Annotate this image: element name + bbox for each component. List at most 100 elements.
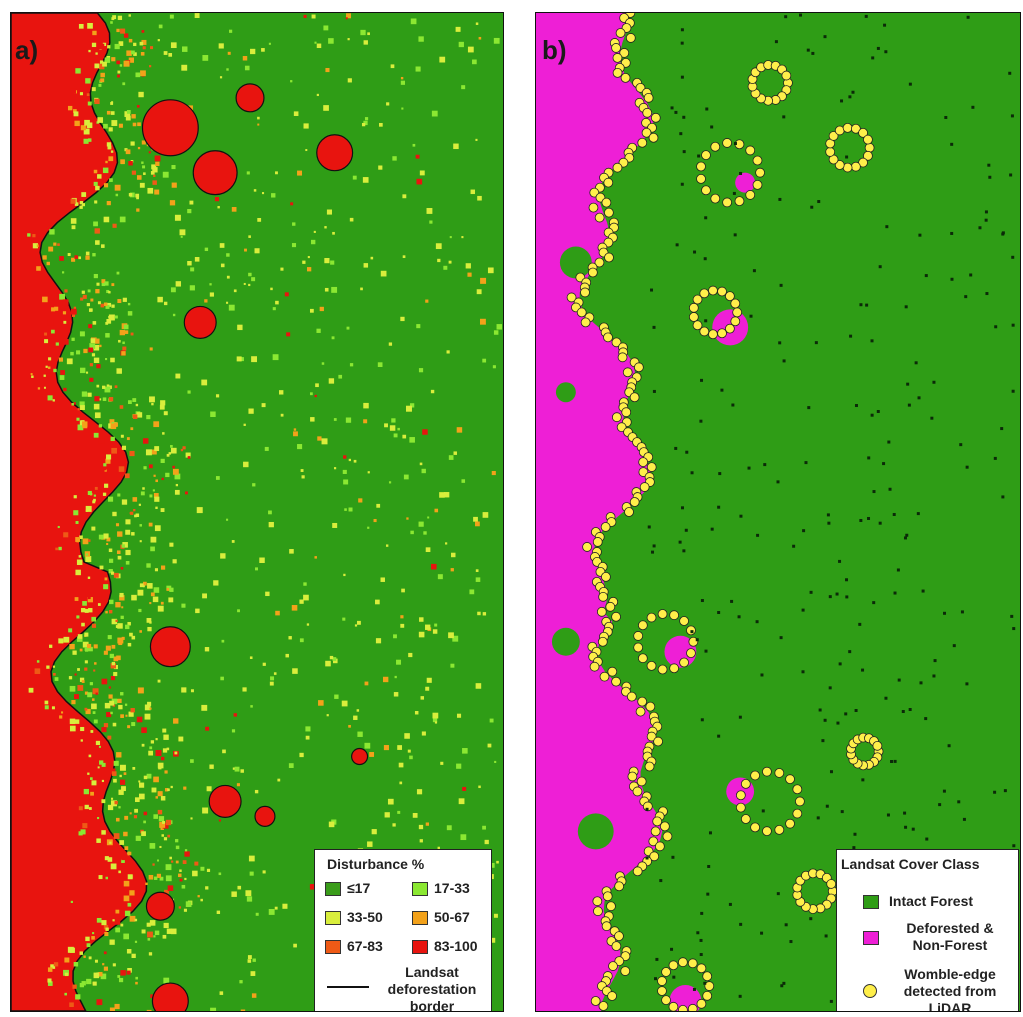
- womble-edge-point: [696, 963, 707, 974]
- womble-edge-point: [612, 53, 623, 63]
- womble-edge-point: [781, 70, 792, 81]
- womble-edge-point: [661, 967, 671, 977]
- womble-label-line1: Womble-edge: [904, 966, 996, 982]
- womble-edge-point: [774, 824, 785, 835]
- womble-edge-point: [627, 771, 638, 782]
- womble-edge-point: [645, 701, 656, 712]
- womble-edge-point: [612, 162, 623, 173]
- womble-edge-point: [597, 636, 608, 647]
- womble-edge-point: [605, 601, 616, 612]
- womble-edge-point: [619, 48, 630, 58]
- disturbance-patch: [149, 626, 191, 668]
- womble-edge-point: [582, 542, 592, 552]
- womble-edge-point: [858, 157, 868, 168]
- womble-edge-point: [688, 636, 699, 647]
- womble-edge-point: [688, 312, 699, 322]
- womble-edge-point: [614, 931, 624, 942]
- map-panel-b: b) Landsat Cover Class Intact Forest Def…: [535, 12, 1021, 1012]
- womble-edge-point: [611, 941, 622, 952]
- womble-edge-point: [795, 796, 805, 807]
- womble-edge-point: [750, 770, 760, 781]
- womble-edge-point: [688, 302, 699, 313]
- womble-edge-point: [625, 33, 636, 43]
- womble-edge-point: [566, 292, 577, 303]
- womble-edge-point: [604, 207, 614, 218]
- womble-edge-point: [590, 996, 601, 1006]
- womble-edge-point: [740, 814, 751, 824]
- womble-edge-point: [633, 642, 644, 653]
- panel-b-label: b): [542, 35, 567, 65]
- womble-edge-point: [872, 740, 883, 751]
- womble-edge-point: [774, 768, 785, 778]
- womble-edge-point: [850, 123, 861, 134]
- disturbance-patch: [316, 134, 354, 172]
- womble-edge-point: [648, 836, 659, 847]
- deforested-zone: [11, 13, 148, 1011]
- swatch-67-83: [325, 940, 341, 954]
- womble-edge-point: [614, 881, 625, 892]
- swatch-deforested: [863, 931, 879, 945]
- womble-edge-point: [620, 966, 631, 976]
- womble-edge-point: [717, 328, 727, 339]
- womble-edge-point: [593, 906, 603, 917]
- disturbance-patch: [183, 305, 217, 339]
- womble-edge-point: [643, 92, 654, 103]
- womble-edge-point: [725, 323, 735, 334]
- womble-edge-point: [792, 808, 803, 819]
- label-le17: ≤17: [347, 880, 371, 896]
- map-panel-a: a) Disturbance % ≤17 17-33 33-50 50-67 6…: [10, 12, 504, 1012]
- womble-edge-point: [692, 320, 703, 331]
- womble-edge-point: [642, 107, 653, 118]
- deforested-label-line2: Non-Forest: [912, 937, 988, 953]
- womble-edge-point: [785, 818, 795, 829]
- womble-edge-point: [701, 150, 711, 161]
- womble-edge-point: [594, 257, 605, 268]
- womble-edge-point: [604, 252, 614, 263]
- womble-edge-point: [648, 132, 659, 143]
- womble-edge-point: [611, 611, 621, 622]
- border-label-line1: Landsat: [405, 964, 459, 980]
- womble-edge-point: [587, 267, 598, 278]
- border-label-line2: deforestation: [387, 981, 477, 997]
- womble-edge-point: [601, 571, 611, 582]
- womble-edge-symbol: [863, 984, 877, 998]
- womble-edge-point: [637, 137, 648, 148]
- womble-edge-point: [598, 591, 609, 602]
- womble-edge-point: [621, 407, 632, 418]
- womble-edge-point: [607, 666, 618, 677]
- womble-edge-point: [615, 28, 626, 38]
- cover-class-legend: Landsat Cover Class Intact Forest Defore…: [836, 849, 1019, 1011]
- womble-edge-point: [580, 317, 591, 328]
- womble-edge-point: [629, 497, 640, 507]
- womble-edge-point: [620, 72, 631, 83]
- womble-edge-point: [696, 998, 707, 1009]
- womble-edge-point: [650, 826, 661, 837]
- womble-edge-point: [606, 901, 616, 912]
- womble-edge-point: [580, 287, 590, 298]
- womble-edge-point: [594, 212, 605, 223]
- disturbance-patch: [208, 784, 242, 818]
- womble-edge-point: [825, 147, 836, 157]
- womble-edge-point: [607, 991, 617, 1001]
- disturbance-patch: [254, 805, 276, 827]
- disturbance-legend: Disturbance % ≤17 17-33 33-50 50-67 67-8…: [314, 849, 492, 1011]
- womble-edge-point: [576, 307, 587, 318]
- deforested-label: Deforested & Non-Forest: [885, 920, 1015, 954]
- womble-edge-point: [637, 653, 648, 664]
- womble-edge-point: [608, 961, 618, 971]
- womble-edge-point: [611, 337, 622, 348]
- womble-edge-point: [633, 362, 644, 373]
- womble-edge-point: [646, 731, 657, 742]
- womble-edge-point: [863, 150, 873, 161]
- womble-edge-point: [644, 761, 655, 772]
- womble-edge-point: [864, 142, 875, 153]
- womble-edge-point: [710, 193, 721, 204]
- womble-edge-point: [639, 482, 650, 492]
- womble-edge-point: [636, 776, 647, 787]
- swatch-50-67: [412, 911, 428, 925]
- womble-edge-point: [792, 784, 803, 795]
- womble-edge-point: [598, 1001, 609, 1011]
- womble-edge-point: [657, 664, 668, 675]
- womble-edge-point: [708, 329, 718, 340]
- womble-edge-point: [669, 610, 680, 621]
